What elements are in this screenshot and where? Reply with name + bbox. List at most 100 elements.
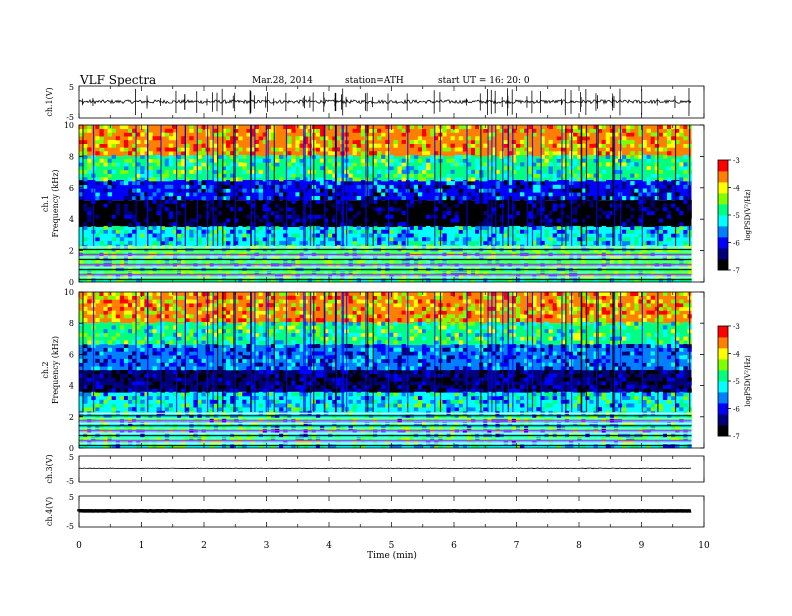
- spectrogram-cell: [651, 185, 655, 189]
- spectrogram-cell: [589, 222, 593, 226]
- spectrogram-cell: [238, 241, 242, 245]
- spectrogram-cell: [606, 215, 610, 219]
- colorbar-cell: [718, 262, 728, 265]
- spectrogram-cell: [275, 292, 279, 296]
- spectrogram-cell: [667, 132, 671, 136]
- spectrogram-cell: [381, 230, 385, 234]
- spectrogram-cell: [267, 329, 271, 333]
- spectrogram-cell: [651, 275, 655, 279]
- spectrogram-cell: [377, 192, 381, 196]
- spectrogram-cell: [128, 329, 132, 333]
- spectrogram-cell: [140, 299, 144, 303]
- spectrogram-cell: [442, 275, 446, 279]
- spectrogram-cell: [504, 166, 508, 170]
- spectrogram-cell: [528, 125, 532, 129]
- spectrogram-cell: [634, 196, 638, 200]
- spectrogram-cell: [140, 222, 144, 226]
- spectrogram-cell: [87, 222, 91, 226]
- spectrogram-cell: [210, 441, 214, 445]
- spectrogram-cell: [606, 185, 610, 189]
- spectrogram-cell: [557, 170, 561, 174]
- spectrogram-cell: [659, 275, 663, 279]
- spectrogram-cell: [124, 147, 128, 151]
- spectrogram-cell: [389, 200, 393, 204]
- spectrogram-cell: [545, 215, 549, 219]
- spectrogram-cell: [683, 226, 687, 230]
- spectrogram-cell: [418, 177, 422, 181]
- figure-title: VLF Spectra: [79, 73, 156, 87]
- spectrogram-cell: [104, 299, 108, 303]
- spectrogram-cell: [426, 226, 430, 230]
- spectrogram-cell: [471, 207, 475, 211]
- spectrogram-cell: [197, 237, 201, 241]
- spectrogram-cell: [377, 267, 381, 271]
- spectrogram-cell: [402, 170, 406, 174]
- spectrogram-cell: [153, 129, 157, 133]
- spectrogram-cell: [659, 125, 663, 129]
- spectrogram-cell: [643, 241, 647, 245]
- spectrogram-cell: [426, 159, 430, 163]
- spectrogram-cell: [189, 322, 193, 326]
- spectrogram-cell: [291, 207, 295, 211]
- spectrogram-cell: [128, 241, 132, 245]
- spectrogram-cell: [606, 155, 610, 159]
- spectrogram-cell: [275, 211, 279, 215]
- spectrogram-cell: [626, 155, 630, 159]
- spectrogram-cell: [124, 311, 128, 315]
- spectrogram-cell: [226, 166, 230, 170]
- spectrogram-cell: [471, 140, 475, 144]
- spectrogram-cell: [165, 196, 169, 200]
- spectrogram-cell: [157, 329, 161, 333]
- spectrogram-cell: [87, 433, 91, 437]
- spectrogram-cell: [357, 196, 361, 200]
- spectrogram-cell: [189, 359, 193, 363]
- spectrogram-cell: [622, 207, 626, 211]
- spectrogram-cell: [202, 392, 206, 396]
- spectrogram-cell: [197, 196, 201, 200]
- spectrogram-cell: [671, 136, 675, 140]
- spectrogram-burst: [502, 125, 503, 246]
- spectrogram-cell: [279, 292, 283, 296]
- spectrogram-cell: [606, 162, 610, 166]
- spectrogram-cell: [410, 159, 414, 163]
- spectrogram-cell: [189, 155, 193, 159]
- spectrogram-cell: [536, 181, 540, 185]
- spectrogram-cell: [447, 211, 451, 215]
- spectrogram-cell: [683, 162, 687, 166]
- spectrogram-cell: [430, 151, 434, 155]
- spectrogram-cell: [520, 230, 524, 234]
- spectrogram-cell: [389, 241, 393, 245]
- spectrogram-cell: [112, 170, 116, 174]
- spectrogram-cell: [157, 147, 161, 151]
- spectrogram-cell: [430, 155, 434, 159]
- spectrogram-cell: [683, 144, 687, 148]
- spectrogram-cell: [377, 144, 381, 148]
- spectrogram-cell: [643, 181, 647, 185]
- spectrogram-cell: [177, 174, 181, 178]
- spectrogram-cell: [320, 230, 324, 234]
- spectrogram-cell: [99, 348, 103, 352]
- spectrogram-cell: [381, 129, 385, 133]
- spectrogram-cell: [634, 155, 638, 159]
- spectrogram-cell: [683, 267, 687, 271]
- spectrogram-cell: [226, 318, 230, 322]
- spectrogram-cell: [655, 233, 659, 237]
- spectrogram-cell: [136, 222, 140, 226]
- spectrogram-cell: [242, 211, 246, 215]
- spectrogram-cell: [95, 370, 99, 374]
- spectrogram-cell: [153, 389, 157, 393]
- spectrogram-cell: [353, 144, 357, 148]
- spectrogram-cell: [516, 189, 520, 193]
- spectrogram-cell: [475, 200, 479, 204]
- spectrogram-cell: [287, 222, 291, 226]
- spectrogram-cell: [516, 140, 520, 144]
- spectrogram-cell: [659, 218, 663, 222]
- spectrogram-cell: [602, 140, 606, 144]
- spectrogram-cell: [148, 333, 152, 337]
- spectrogram-cell: [573, 174, 577, 178]
- spectrogram-cell: [124, 196, 128, 200]
- spectrogram-cell: [275, 385, 279, 389]
- spectrogram-cell: [157, 307, 161, 311]
- spectrogram-cell: [398, 222, 402, 226]
- spectrogram-cell: [87, 185, 91, 189]
